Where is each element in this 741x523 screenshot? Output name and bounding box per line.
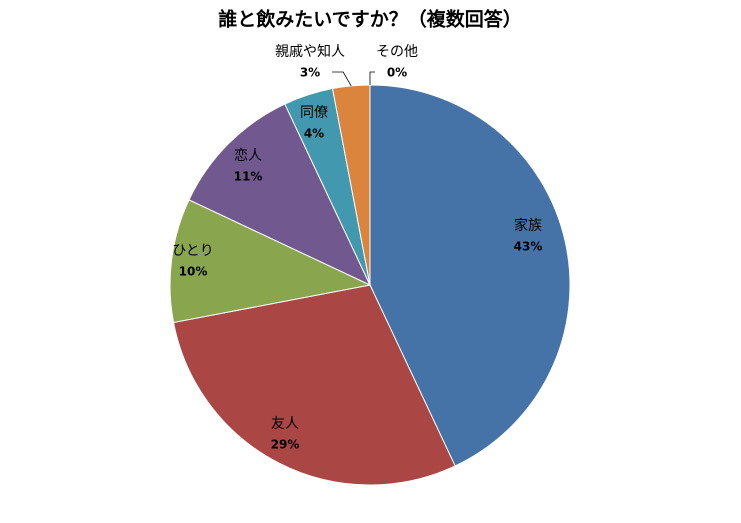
leader-line [332, 71, 352, 87]
slice-label: 親戚や知人 [275, 43, 345, 60]
slice-label: その他 [376, 44, 418, 60]
slice-label: ひとり [172, 243, 214, 259]
pie-slice [169, 199, 372, 324]
pie-slice [172, 284, 456, 486]
value-label: 0% [387, 66, 407, 80]
value-label: 43% [514, 240, 543, 254]
slice-label: 家族 [514, 217, 542, 234]
slice-label: 友人 [271, 416, 299, 432]
value-label: 11% [234, 170, 263, 184]
leader-line [369, 71, 375, 85]
slice-label: 恋人 [234, 147, 262, 164]
value-label: 10% [179, 265, 208, 279]
value-label: 29% [271, 438, 300, 452]
value-label: 4% [304, 127, 324, 141]
slice-label: 同僚 [300, 105, 328, 121]
value-label: 3% [300, 66, 320, 80]
pie-slice [188, 103, 372, 287]
pie-slice [369, 84, 571, 467]
chart-title: 誰と飲みたいですか？（複数回答） [218, 8, 521, 31]
